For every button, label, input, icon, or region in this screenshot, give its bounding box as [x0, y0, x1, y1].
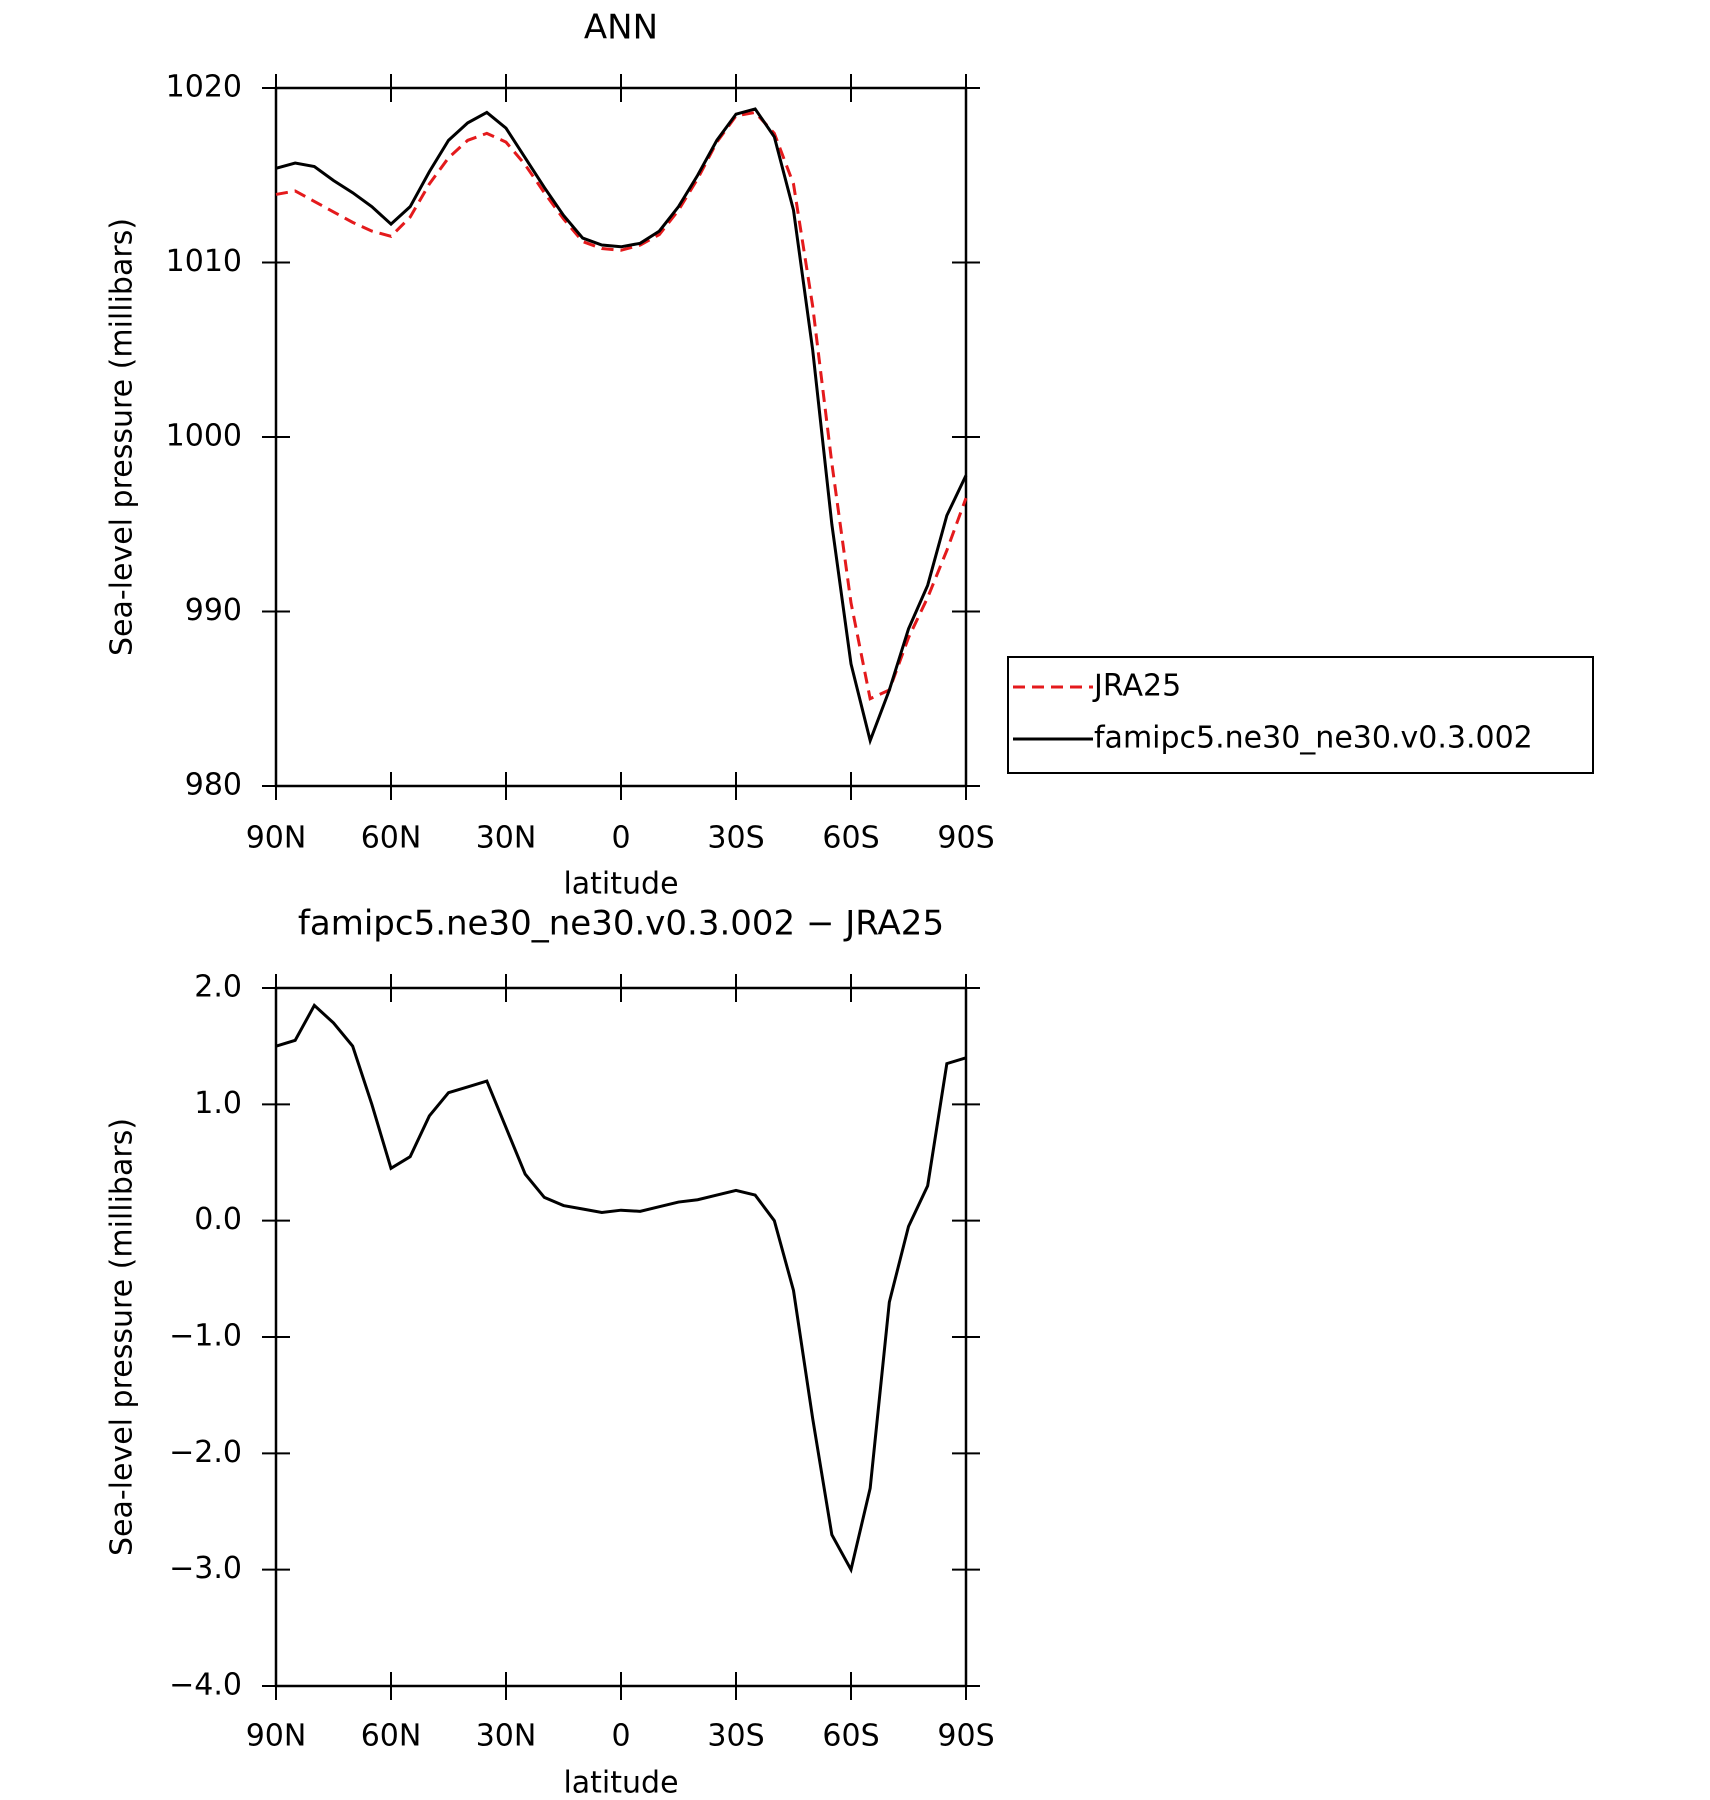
- x-tick-label: 60S: [822, 1719, 879, 1754]
- x-tick-label: 0: [611, 1719, 630, 1754]
- x-axis-label: latitude: [563, 1766, 678, 1800]
- x-tick-label: 60N: [361, 821, 422, 856]
- x-tick-label: 90S: [937, 821, 994, 856]
- data-line: [275, 107, 968, 746]
- x-tick-label: 90S: [937, 1719, 994, 1754]
- y-tick-label: −1.0: [169, 1319, 242, 1354]
- x-tick-label: 30S: [707, 1719, 764, 1754]
- y-tick-label: −4.0: [169, 1668, 242, 1703]
- chart-title: famipc5.ne30_ne30.v0.3.002 − JRA25: [298, 904, 944, 944]
- x-tick-label: 60S: [822, 821, 879, 856]
- y-tick-label: 980: [185, 768, 242, 803]
- data-line: [275, 110, 968, 701]
- y-tick-label: 1.0: [194, 1086, 242, 1121]
- legend-label: famipc5.ne30_ne30.v0.3.002: [1094, 721, 1533, 756]
- x-tick-label: 60N: [361, 1719, 422, 1754]
- x-tick-label: 30N: [476, 821, 537, 856]
- y-tick-label: 990: [185, 593, 242, 628]
- legend-box: [1007, 656, 1594, 774]
- data-line: [275, 1003, 967, 1574]
- y-axis-label: Sea-level pressure (millibars): [105, 218, 140, 656]
- y-axis-label: Sea-level pressure (millibars): [105, 1118, 140, 1556]
- y-tick-label: 1020: [166, 70, 242, 105]
- x-tick-label: 0: [611, 821, 630, 856]
- legend-label: JRA25: [1092, 669, 1181, 704]
- y-tick-label: 1000: [166, 419, 242, 454]
- plot-frame: [274, 986, 968, 1688]
- x-axis-label: latitude: [563, 867, 678, 902]
- y-tick-label: 0.0: [194, 1202, 242, 1237]
- x-tick-label: 90N: [246, 1719, 307, 1754]
- x-tick-label: 30S: [707, 821, 764, 856]
- y-tick-label: −2.0: [169, 1435, 242, 1470]
- y-tick-label: 1010: [166, 244, 242, 279]
- plot-frame: [274, 86, 968, 788]
- y-tick-label: −3.0: [169, 1551, 242, 1586]
- chart-title: ANN: [584, 8, 658, 48]
- x-tick-label: 30N: [476, 1719, 537, 1754]
- y-tick-label: 2.0: [194, 970, 242, 1005]
- x-tick-label: 90N: [246, 821, 307, 856]
